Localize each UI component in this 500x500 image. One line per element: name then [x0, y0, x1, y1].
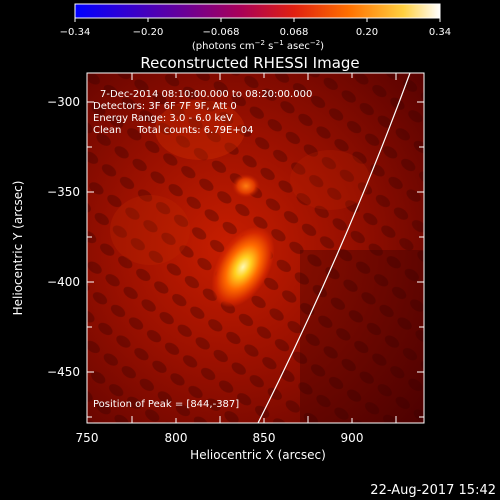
- y-axis-tick-labels: −300 −350 −400 −450: [47, 95, 80, 379]
- y-tick-label: −300: [47, 95, 80, 109]
- colorbar: −0.34 −0.20 −0.068 0.068 0.20 0.34 (phot…: [60, 3, 451, 52]
- main-source: [211, 226, 275, 308]
- colorbar-tick-label: −0.068: [202, 27, 239, 38]
- colorbar-tick-label: 0.068: [280, 27, 309, 38]
- y-tick-label: −450: [47, 365, 80, 379]
- x-tick-label: 750: [76, 431, 99, 445]
- footer-date: 22-Aug-2017 15:42: [370, 483, 496, 498]
- x-axis-tick-labels: 750 800 850 900: [76, 431, 364, 445]
- colorbar-tick-label: −0.20: [133, 27, 164, 38]
- x-tick-label: 900: [341, 431, 364, 445]
- colorbar-units: (photons cm−2 s−1 asec−2): [192, 39, 324, 52]
- solar-limb: [257, 73, 411, 423]
- plot-title: Reconstructed RHESSI Image: [140, 54, 359, 72]
- y-axis-label: Heliocentric Y (arcsec): [11, 181, 25, 316]
- plot-frame: [86, 72, 425, 424]
- y-axis-ticks: [87, 101, 424, 418]
- colorbar-tick-label: −0.34: [60, 27, 91, 38]
- x-axis-label: Heliocentric X (arcsec): [190, 448, 326, 462]
- colorbar-gradient: [74, 3, 441, 19]
- x-tick-label: 800: [165, 431, 188, 445]
- secondary-source: [232, 174, 260, 198]
- y-tick-label: −400: [47, 275, 80, 289]
- colorbar-tick-label: 0.20: [356, 27, 378, 38]
- solar-image: [87, 73, 424, 423]
- annotation-method-counts: Clean Total counts: 6.79E+04: [93, 125, 253, 136]
- y-tick-label: −350: [47, 185, 80, 199]
- annotation-energy-range: Energy Range: 3.0 - 6.0 keV: [93, 113, 233, 124]
- colorbar-tick-label: 0.34: [429, 27, 451, 38]
- annotation-peak-position: Position of Peak = [844,-387]: [93, 399, 239, 410]
- annotations: 7-Dec-2014 08:10:00.000 to 08:20:00.000 …: [93, 89, 312, 410]
- x-tick-label: 850: [253, 431, 276, 445]
- x-axis-ticks: [86, 73, 397, 423]
- annotation-detectors: Detectors: 3F 6F 7F 9F, Att 0: [93, 101, 237, 112]
- annotation-time-range: 7-Dec-2014 08:10:00.000 to 08:20:00.000: [100, 89, 312, 100]
